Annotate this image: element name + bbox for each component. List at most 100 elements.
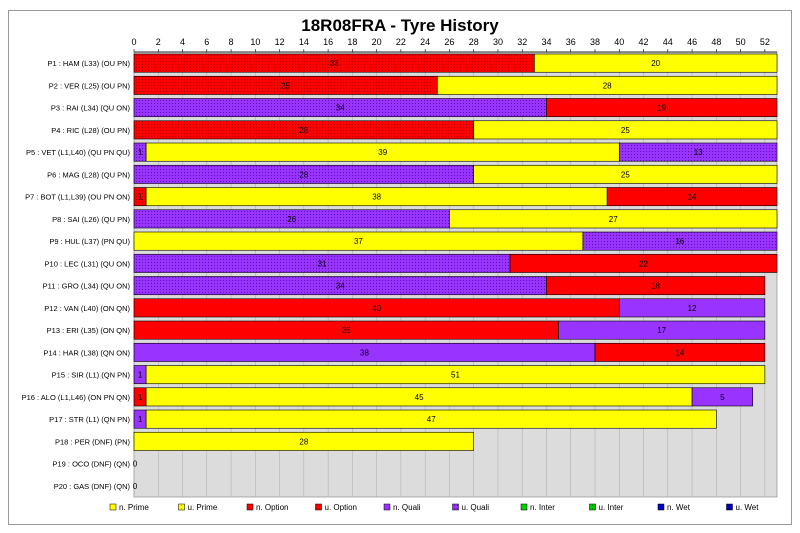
stint-value-label: 19: [657, 104, 666, 113]
stint-value-label: 1: [138, 415, 143, 424]
legend-swatch-n-quali: [383, 503, 391, 511]
stint-bar-n-option: [606, 187, 778, 207]
legend-label: u. Prime: [188, 503, 218, 512]
legend-swatch-n-inter: [520, 503, 528, 511]
legend-label: u. Wet: [736, 503, 760, 512]
stint-value-label: 37: [354, 237, 363, 246]
row-label: P7 : BOT (L1,L39) (OU PN ON): [25, 193, 130, 202]
stint-value-label: 35: [342, 326, 351, 335]
legend-swatch-u-inter: [589, 503, 596, 511]
row-label: P9 : HUL (L37) (PN QU): [49, 237, 130, 246]
x-tick-label: 2: [156, 37, 161, 47]
row-label: P10 : LEC (L31) (QU ON): [45, 259, 131, 268]
x-tick-label: 26: [444, 37, 454, 47]
stint-value-label: 22: [639, 259, 648, 268]
stint-value-label: 25: [621, 170, 630, 179]
legend-swatch-n-wet: [657, 503, 665, 511]
x-tick-label: 48: [711, 37, 721, 47]
row-label: P8 : SAI (L26) (QU PN): [52, 215, 130, 224]
row-label: P4 : RIC (L28) (OU PN): [51, 126, 130, 135]
stint-bar-n-prime: [145, 365, 766, 385]
stint-value-label: 18: [651, 282, 660, 291]
legend-swatch-u-quali: [452, 503, 459, 511]
stint-value-label: 17: [657, 326, 666, 335]
row-label: P5 : VET (L1,L40) (QU PN QU): [26, 148, 131, 157]
row-label: P14 : HAR (L38) (QN ON): [43, 348, 130, 357]
stint-value-label: 47: [427, 415, 436, 424]
stint-value-label: 39: [378, 148, 387, 157]
row-label: P6 : MAG (L28) (QU PN): [47, 170, 130, 179]
legend-label: n. Option: [256, 503, 288, 512]
chart-title: 18R08FRA - Tyre History: [301, 16, 499, 35]
row-label: P13 : ERI (L35) (ON QN): [47, 326, 131, 335]
stint-value-label: 1: [138, 393, 143, 402]
stint-value-label: 0: [133, 482, 138, 491]
stint-value-label: 25: [281, 81, 290, 90]
stint-value-label: 14: [675, 348, 684, 357]
x-tick-label: 18: [347, 37, 357, 47]
row-label: P20 : GAS (DNF) (QN): [54, 482, 131, 491]
stint-bar-n-prime: [145, 409, 717, 429]
stint-value-label: 25: [621, 126, 630, 135]
x-tick-label: 20: [372, 37, 382, 47]
row-label: P15 : SIR (L1) (QN PN): [52, 371, 131, 380]
row-label: P1 : HAM (L33) (OU PN): [47, 59, 130, 68]
stint-bar-u-quali: [582, 231, 778, 251]
row-label: P3 : RAI (L34) (QU ON): [51, 104, 131, 113]
stint-value-label: 13: [694, 148, 703, 157]
stint-value-label: 16: [675, 237, 684, 246]
stint-value-label: 28: [299, 437, 308, 446]
stint-value-label: 1: [138, 371, 143, 380]
stint-value-label: 31: [318, 259, 327, 268]
row-label: P17 : STR (L1) (QN PN): [49, 415, 130, 424]
legend-swatch-u-prime: [178, 503, 185, 511]
x-tick-label: 24: [420, 37, 430, 47]
stint-value-label: 34: [336, 282, 345, 291]
row-label: P19 : OCO (DNF) (QN): [52, 460, 130, 469]
stint-bar-n-prime: [437, 75, 778, 95]
x-tick-label: 46: [687, 37, 697, 47]
x-tick-label: 40: [614, 37, 624, 47]
x-tick-label: 44: [663, 37, 673, 47]
stint-value-label: 40: [372, 304, 381, 313]
x-tick-label: 34: [541, 37, 551, 47]
stint-value-label: 26: [287, 215, 296, 224]
stint-bar-n-quali: [558, 320, 766, 340]
stint-bar-n-prime: [473, 120, 778, 140]
stint-bar-n-prime: [473, 164, 778, 184]
legend-label: u. Option: [325, 503, 357, 512]
x-tick-label: 52: [760, 37, 770, 47]
x-tick-label: 8: [229, 37, 234, 47]
legend-label: u. Quali: [462, 503, 490, 512]
legend-swatch-n-option: [246, 503, 254, 511]
plot-area: [133, 51, 778, 498]
stint-value-label: 0: [133, 460, 138, 469]
stint-bar-n-option: [594, 342, 766, 362]
x-tick-label: 6: [204, 37, 209, 47]
legend-swatch-n-prime: [109, 503, 117, 511]
x-tick-label: 28: [469, 37, 479, 47]
stint-value-label: 1: [138, 193, 143, 202]
x-tick-label: 10: [250, 37, 260, 47]
stint-value-label: 33: [330, 59, 339, 68]
x-tick-label: 4: [180, 37, 185, 47]
stint-value-label: 28: [299, 170, 308, 179]
row-label: P16 : ALO (L1,L46) (ON PN QN): [22, 393, 131, 402]
row-label: P11 : GRO (L34) (QU ON): [43, 282, 131, 291]
stint-bar-n-prime: [133, 431, 474, 451]
x-tick-label: 12: [275, 37, 285, 47]
stint-bar-n-option: [546, 98, 778, 118]
stint-value-label: 38: [360, 348, 369, 357]
stint-value-label: 45: [415, 393, 424, 402]
x-tick-label: 42: [639, 37, 649, 47]
stint-value-label: 1: [138, 148, 143, 157]
legend-label: u. Inter: [599, 503, 624, 512]
legend-label: n. Inter: [530, 503, 555, 512]
x-tick-label: 14: [299, 37, 309, 47]
stint-value-label: 28: [299, 126, 308, 135]
row-label: P12 : VAN (L40) (ON QN): [44, 304, 130, 313]
stint-bar-n-quali: [691, 387, 754, 407]
row-label: P2 : VER (L25) (OU PN): [49, 81, 131, 90]
x-tick-label: 32: [517, 37, 527, 47]
